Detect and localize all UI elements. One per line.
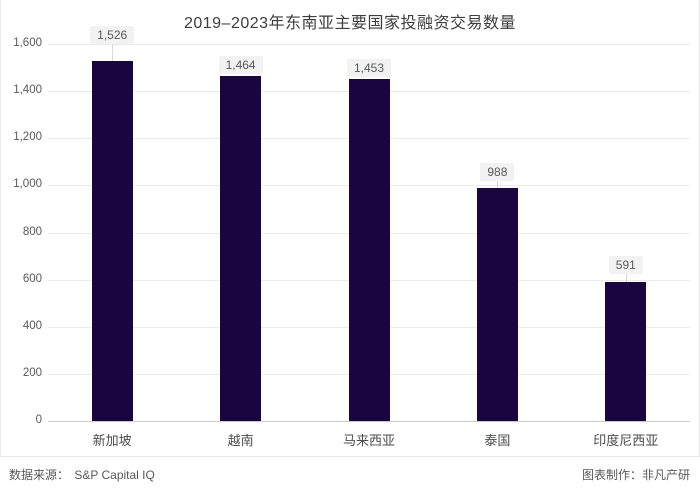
bar-value-label: 988: [480, 163, 515, 182]
bar-value-label: 1,464: [218, 56, 263, 75]
bar-value-label: 591: [608, 255, 643, 274]
y-axis-tick-label: 400: [22, 319, 42, 332]
y-axis-tick-label: 600: [22, 272, 42, 285]
data-source-value: S&P Capital IQ: [74, 467, 155, 482]
x-axis-label: 越南: [227, 433, 254, 448]
bar: [91, 61, 133, 421]
y-axis-tick-label: 1,200: [13, 131, 42, 144]
bar: [220, 76, 262, 421]
x-axis-label: 马来西亚: [342, 433, 396, 448]
value-label-connector: [112, 44, 114, 62]
bar: [605, 281, 647, 421]
y-axis-tick-label: 1,600: [13, 37, 42, 49]
y-axis-tick-label: 0: [35, 414, 42, 426]
x-axis-label: 新加坡: [92, 433, 132, 448]
y-axis-tick-label: 800: [22, 225, 42, 238]
bar-value-label: 1,526: [90, 26, 135, 45]
gridline: [48, 44, 690, 45]
x-axis-label: 泰国: [484, 433, 511, 448]
chart-title: 2019–2023年东南亚主要国家投融资交易数量: [183, 15, 517, 32]
x-axis-label: 印度尼西亚: [593, 433, 659, 448]
chart-credit: 图表制作：非凡产研: [581, 467, 690, 482]
x-axis-line: [48, 421, 690, 422]
y-axis-tick-label: 200: [22, 366, 42, 379]
y-axis-tick-label: 1,400: [13, 84, 42, 97]
bar: [476, 188, 518, 421]
footer: 数据来源： S&P Capital IQ 图表制作：非凡产研: [0, 457, 700, 491]
value-label-connector: [625, 273, 627, 282]
bar: [348, 78, 390, 421]
bar-value-label: 1,453: [346, 58, 392, 77]
value-label-connector: [497, 181, 499, 189]
data-source: 数据来源： S&P Capital IQ: [9, 466, 157, 483]
data-source-label: 数据来源：: [9, 467, 70, 482]
chart-card: 2019–2023年东南亚主要国家投融资交易数量 0 200 400 600 800 1,…: [0, 0, 700, 457]
y-axis-tick-label: 1,000: [13, 178, 42, 191]
